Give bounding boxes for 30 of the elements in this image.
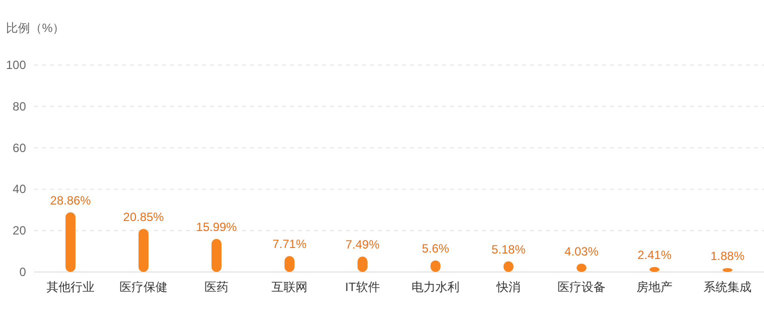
x-tick-label: 其他行业 (46, 280, 94, 294)
bar (138, 228, 148, 272)
x-tick-label: 医疗设备 (558, 280, 606, 294)
data-label: 7.71% (272, 237, 307, 252)
data-label: 5.18% (491, 242, 526, 256)
data-label: 2.41% (637, 248, 672, 262)
x-tick-label: 系统集成 (704, 280, 752, 294)
x-tick-label: 医疗保健 (120, 280, 168, 294)
y-tick-label: 80 (12, 99, 26, 114)
x-tick-label: 电力水利 (412, 280, 460, 294)
y-tick-label: 20 (12, 224, 26, 238)
y-tick-label: 40 (12, 182, 26, 196)
data-label: 1.88% (710, 249, 745, 264)
x-tick-label: 医药 (204, 280, 228, 294)
data-label: 4.03% (564, 244, 599, 259)
x-tick-label: 快消 (496, 280, 520, 294)
y-tick-label: 100 (6, 58, 26, 72)
bar (212, 238, 222, 272)
x-tick-label: IT软件 (345, 280, 380, 294)
y-axis-title: 比例（%） (6, 21, 65, 35)
y-tick-label: 60 (12, 140, 26, 155)
data-label: 28.86% (50, 193, 92, 208)
data-label: 5.6% (422, 241, 450, 256)
x-tick-label: 房地产 (636, 280, 672, 294)
bar (66, 212, 76, 272)
data-label: 7.49% (345, 237, 380, 252)
y-tick-label: 0 (19, 265, 26, 279)
data-label: 15.99% (196, 220, 238, 234)
data-label: 20.85% (123, 210, 164, 224)
x-tick-label: 互联网 (272, 280, 308, 294)
